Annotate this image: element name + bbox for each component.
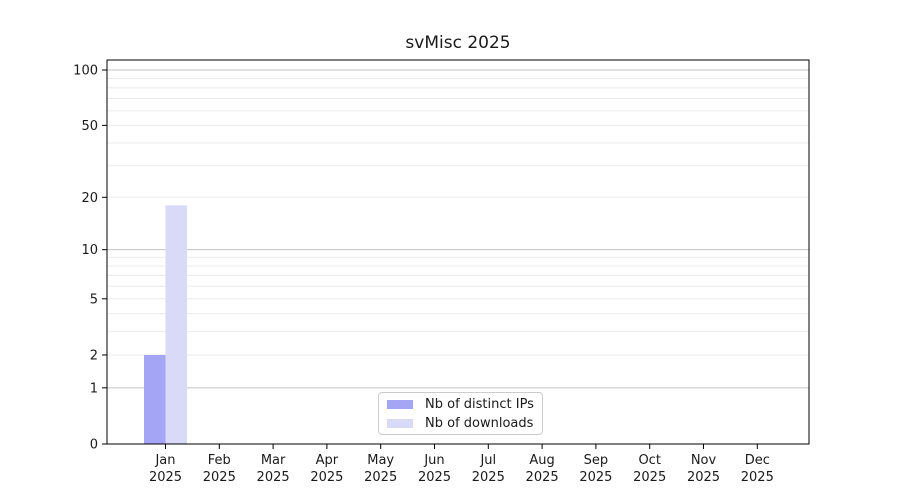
x-tick-label-year: 2025 — [741, 470, 774, 485]
x-tick-label-month: May — [367, 453, 394, 468]
x-tick-label-month: Sep — [584, 453, 609, 468]
x-tick-label-month: Jul — [479, 453, 496, 468]
x-tick-label-year: 2025 — [472, 470, 505, 485]
bar-distinct-ips-jan — [144, 354, 166, 444]
x-tick-label-month: Dec — [745, 453, 770, 468]
x-tick-label-month: Feb — [208, 453, 231, 468]
legend-label-distinct-ips: Nb of distinct IPs — [425, 396, 534, 412]
y-tick-label: 5 — [90, 292, 98, 307]
x-tick-label-year: 2025 — [687, 470, 720, 485]
x-tick-label-month: Oct — [638, 453, 660, 468]
x-tick-label-year: 2025 — [633, 470, 666, 485]
x-tick-label-month: Aug — [529, 453, 554, 468]
x-tick-label-year: 2025 — [149, 470, 182, 485]
x-tick-label-year: 2025 — [579, 470, 612, 485]
legend: Nb of distinct IPs Nb of downloads — [378, 392, 543, 435]
y-tick-label: 10 — [81, 243, 98, 258]
y-tick-label: 1 — [90, 381, 98, 396]
x-tick-label-year: 2025 — [257, 470, 290, 485]
legend-swatch-distinct-ips-icon — [387, 399, 413, 409]
plot-border — [106, 59, 810, 445]
y-tick-label: 50 — [81, 119, 98, 134]
y-tick-label: 20 — [81, 191, 98, 206]
x-tick-label-year: 2025 — [310, 470, 343, 485]
y-tick-label: 0 — [90, 438, 98, 453]
x-tick-label-year: 2025 — [364, 470, 397, 485]
legend-item-distinct-ips: Nb of distinct IPs — [387, 396, 534, 412]
chart-title: svMisc 2025 — [405, 33, 511, 53]
bar-downloads-jan — [165, 205, 187, 444]
x-tick-label-month: Jun — [423, 453, 444, 468]
x-tick-label-month: Apr — [316, 453, 339, 468]
x-tick-label-month: Jan — [154, 453, 175, 468]
x-tick-label-month: Nov — [691, 453, 717, 468]
x-tick-label-year: 2025 — [418, 470, 451, 485]
x-tick-label-year: 2025 — [526, 470, 559, 485]
y-tick-label: 2 — [90, 348, 98, 363]
legend-item-downloads: Nb of downloads — [387, 415, 534, 431]
legend-swatch-downloads-icon — [387, 418, 413, 428]
y-tick-label: 100 — [73, 64, 98, 79]
legend-label-downloads: Nb of downloads — [425, 415, 534, 431]
x-tick-label-year: 2025 — [203, 470, 236, 485]
x-tick-label-month: Mar — [261, 453, 286, 468]
